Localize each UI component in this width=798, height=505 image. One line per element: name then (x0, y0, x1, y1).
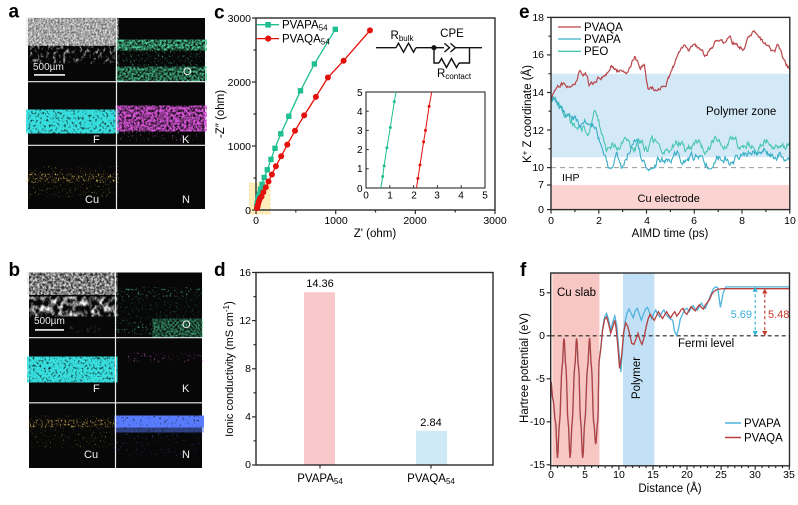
svg-text:PVAQA54: PVAQA54 (282, 34, 330, 47)
svg-text:a: a (9, 2, 20, 23)
svg-text:K: K (182, 383, 190, 395)
svg-text:-Z″ (ohm): -Z″ (ohm) (215, 90, 227, 138)
svg-text:5.69: 5.69 (731, 309, 752, 321)
svg-text:0: 0 (363, 191, 369, 202)
svg-text:0: 0 (548, 215, 554, 227)
svg-text:b: b (9, 260, 21, 281)
svg-text:0: 0 (539, 330, 545, 342)
svg-text:3000: 3000 (483, 215, 507, 227)
svg-text:2: 2 (596, 215, 602, 227)
svg-text:Rbulk: Rbulk (391, 30, 415, 43)
svg-text:25: 25 (715, 469, 727, 481)
svg-text:0: 0 (357, 184, 363, 195)
svg-text:d: d (214, 260, 226, 281)
svg-text:14.36: 14.36 (306, 278, 334, 290)
svg-text:3: 3 (434, 191, 440, 202)
svg-text:4: 4 (357, 107, 363, 118)
svg-text:1000: 1000 (324, 215, 348, 227)
svg-text:14: 14 (532, 87, 544, 99)
svg-text:12: 12 (239, 315, 251, 327)
svg-text:2: 2 (357, 145, 363, 156)
svg-text:AIMD time (ps): AIMD time (ps) (632, 228, 709, 240)
svg-text:IHP: IHP (562, 172, 580, 184)
svg-text:1000: 1000 (228, 141, 252, 153)
svg-text:Cu electrode: Cu electrode (638, 193, 700, 205)
svg-text:5: 5 (482, 191, 488, 202)
svg-text:7: 7 (538, 179, 544, 191)
svg-text:5: 5 (357, 88, 363, 99)
svg-text:CPE: CPE (440, 28, 464, 40)
svg-text:6: 6 (691, 215, 697, 227)
svg-text:0: 0 (245, 459, 251, 471)
svg-text:15: 15 (647, 469, 659, 481)
svg-text:0: 0 (548, 469, 554, 481)
svg-text:Hartree potential (eV): Hartree potential (eV) (519, 313, 531, 423)
svg-text:PVAPA54: PVAPA54 (297, 473, 343, 486)
svg-text:N: N (182, 449, 190, 461)
svg-text:Polymer zone: Polymer zone (706, 106, 776, 118)
svg-text:Ionic conductivity (mS cm-1): Ionic conductivity (mS cm-1) (222, 301, 236, 437)
svg-text:Distance (Å): Distance (Å) (638, 482, 701, 495)
svg-text:12: 12 (532, 125, 544, 137)
svg-text:16: 16 (532, 49, 544, 61)
svg-text:2000: 2000 (228, 77, 252, 89)
svg-text:0: 0 (538, 204, 544, 216)
svg-text:PVAQA54: PVAQA54 (407, 473, 455, 486)
svg-text:30: 30 (749, 469, 761, 481)
svg-text:3: 3 (357, 126, 363, 137)
svg-text:Rcontact: Rcontact (437, 68, 472, 81)
svg-text:8: 8 (739, 215, 745, 227)
svg-text:K: K (182, 134, 190, 146)
svg-text:PVAQA: PVAQA (584, 22, 623, 34)
svg-text:PVAPA54: PVAPA54 (282, 20, 328, 33)
svg-text:Cu: Cu (84, 449, 98, 461)
svg-text:0: 0 (245, 205, 251, 217)
svg-text:Z' (ohm): Z' (ohm) (354, 228, 397, 240)
svg-text:PVAQA: PVAQA (744, 433, 783, 445)
svg-text:3000: 3000 (228, 13, 252, 25)
svg-text:35: 35 (783, 469, 795, 481)
svg-text:500µm: 500µm (34, 316, 65, 327)
svg-text:1: 1 (357, 164, 363, 175)
svg-text:0: 0 (253, 215, 259, 227)
svg-text:F: F (93, 134, 100, 146)
svg-text:N: N (182, 194, 190, 206)
svg-text:O: O (183, 66, 192, 78)
svg-text:Cu slab: Cu slab (557, 287, 596, 299)
svg-text:PEO: PEO (584, 46, 608, 58)
svg-text:2000: 2000 (403, 215, 427, 227)
svg-text:20: 20 (681, 469, 693, 481)
svg-text:O: O (182, 319, 191, 331)
svg-text:5: 5 (539, 287, 545, 299)
svg-text:e: e (519, 2, 530, 23)
svg-text:5.48: 5.48 (768, 309, 789, 321)
svg-text:4: 4 (644, 215, 650, 227)
svg-text:10: 10 (532, 162, 544, 174)
svg-text:2.84: 2.84 (420, 417, 441, 429)
svg-text:-15: -15 (530, 459, 545, 471)
svg-text:F: F (93, 383, 100, 395)
svg-text:c: c (214, 3, 225, 24)
svg-text:Cu: Cu (85, 194, 99, 206)
svg-text:4: 4 (245, 411, 251, 423)
svg-text:10: 10 (613, 469, 625, 481)
svg-text:f: f (520, 260, 527, 281)
svg-text:10: 10 (784, 215, 796, 227)
svg-text:16: 16 (239, 267, 251, 279)
svg-text:-5: -5 (536, 373, 545, 385)
svg-text:2: 2 (411, 191, 417, 202)
svg-text:-10: -10 (530, 416, 545, 428)
svg-text:Fermi level: Fermi level (678, 338, 734, 350)
svg-text:8: 8 (245, 363, 251, 375)
svg-text:Polymer: Polymer (631, 357, 643, 399)
svg-text:4: 4 (458, 191, 464, 202)
svg-text:500µm: 500µm (33, 62, 64, 73)
svg-text:PVAPA: PVAPA (744, 418, 781, 430)
svg-text:PVAPA: PVAPA (584, 34, 621, 46)
svg-text:K+ Z coordinate (Å): K+ Z coordinate (Å) (521, 65, 535, 163)
svg-text:5: 5 (582, 469, 588, 481)
svg-text:18: 18 (532, 12, 544, 24)
svg-text:1: 1 (387, 191, 393, 202)
